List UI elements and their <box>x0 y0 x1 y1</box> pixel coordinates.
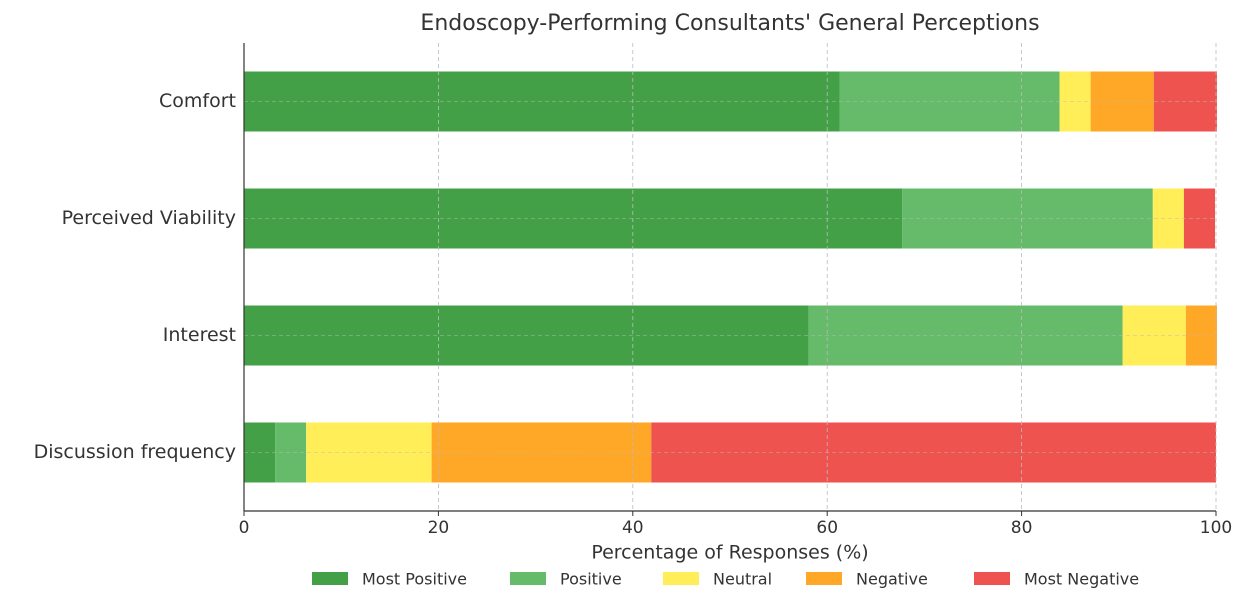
bar-segment <box>902 188 1153 249</box>
legend-swatch <box>974 572 1010 585</box>
chart-title: Endoscopy-Performing Consultants' Genera… <box>420 11 1039 36</box>
x-axis-label: Percentage of Responses (%) <box>591 542 868 564</box>
x-tick-label: 60 <box>816 518 838 538</box>
y-tick-label: Discussion frequency <box>34 441 236 463</box>
y-tick-label: Comfort <box>159 90 236 112</box>
legend-label: Negative <box>856 570 928 589</box>
x-tick-label: 20 <box>428 518 450 538</box>
bar-segment <box>306 422 432 483</box>
legend-label: Neutral <box>713 570 772 589</box>
legend-label: Most Positive <box>362 570 467 589</box>
legend-label: Most Negative <box>1024 570 1139 589</box>
legend-swatch <box>663 572 699 585</box>
legend-swatch <box>806 572 842 585</box>
x-tick-label: 0 <box>239 518 250 538</box>
y-tick-label: Interest <box>163 324 236 346</box>
legend-swatch <box>510 572 546 585</box>
legend-label: Positive <box>560 570 622 589</box>
x-tick-label: 100 <box>1200 518 1232 538</box>
x-tick-label: 80 <box>1011 518 1033 538</box>
x-tick-label: 40 <box>622 518 644 538</box>
y-tick-label: Perceived Viability <box>62 207 236 229</box>
legend-swatch <box>312 572 348 585</box>
bar-segment <box>839 71 1060 132</box>
